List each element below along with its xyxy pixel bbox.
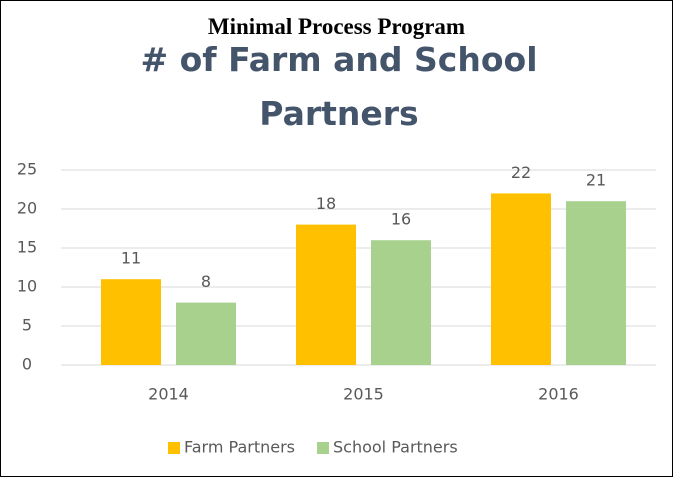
bar <box>566 201 626 365</box>
y-tick-label: 5 <box>22 316 32 335</box>
legend-swatch <box>317 442 329 454</box>
y-tick-label: 25 <box>17 160 37 179</box>
y-tick-label: 20 <box>17 199 37 218</box>
legend-label: School Partners <box>333 438 458 457</box>
chart-suptitle: Minimal Process Program <box>207 14 466 39</box>
bar <box>101 279 161 365</box>
data-label: 22 <box>511 163 531 182</box>
bar <box>176 302 236 365</box>
x-tick-label: 2015 <box>343 385 384 404</box>
data-label: 21 <box>586 171 606 190</box>
data-label: 18 <box>316 194 336 213</box>
x-tick-label: 2014 <box>148 385 189 404</box>
data-label: 16 <box>391 210 411 229</box>
bar <box>491 193 551 365</box>
bar <box>296 224 356 365</box>
bar <box>371 240 431 365</box>
y-tick-label: 15 <box>17 238 37 257</box>
legend-label: Farm Partners <box>184 438 295 457</box>
data-label: 8 <box>201 272 211 291</box>
legend-swatch <box>168 442 180 454</box>
y-tick-label: 0 <box>22 355 32 374</box>
x-tick-label: 2016 <box>538 385 579 404</box>
y-tick-label: 10 <box>17 277 37 296</box>
chart-title: # of Farm and School Partners <box>140 40 538 133</box>
data-label: 11 <box>121 249 141 268</box>
